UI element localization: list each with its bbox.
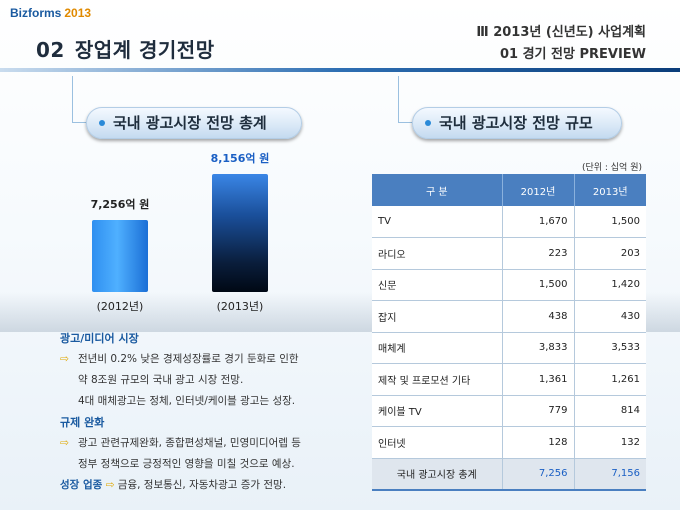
table-cell-2012: 1,670 — [502, 206, 575, 238]
page-title: 02 장업계 경기전망 — [36, 34, 215, 63]
left-panel-title: 국내 광고시장 전망 총계 — [86, 107, 302, 139]
bar-value-label-2013: 8,156억 원 — [210, 152, 270, 165]
table-cell-2013: 1,420 — [574, 269, 646, 301]
table-cell-2013: 1,500 — [574, 206, 646, 238]
table-cell-name: 잡지 — [372, 300, 503, 333]
arrow-right-icon: ⇨ — [60, 353, 69, 365]
table-cell-2012: 223 — [502, 237, 575, 270]
brand-logo: Bizforms 2013 — [10, 6, 91, 20]
guide-line-left-vertical — [72, 76, 73, 122]
bullet-dot-icon — [99, 120, 105, 126]
arrow-right-icon: ⇨ — [105, 479, 115, 491]
description-text: 광고 관련규제완화, 종합편성채널, 민영미디어렙 등 — [78, 437, 301, 449]
table-cell-name: 인터넷 — [372, 426, 503, 459]
table-cell-2012: 438 — [502, 300, 575, 333]
column-header-2012: 2012년 — [502, 174, 575, 206]
table-row: 인터넷 128 132 — [372, 426, 646, 459]
bar-category-label-2013: (2013년) — [216, 300, 264, 313]
header-chapter: Ⅲ 2013년 (신년도) 사업계획 — [476, 25, 646, 40]
bullet-dot-icon — [425, 120, 431, 126]
guide-line-right-horizontal — [398, 122, 412, 123]
description-text: 4대 매체광고는 정체, 인터넷/케이블 광고는 성장. — [78, 395, 296, 407]
page-title-text: 장업계 경기전망 — [74, 38, 215, 62]
table-cell-2013: 1,261 — [574, 363, 646, 396]
brand-name: Bizforms — [10, 6, 62, 20]
table-total-row: 국내 광고시장 총계 7,256 7,156 — [372, 458, 646, 490]
ad-market-table: 구 분 2012년 2013년 TV 1,670 1,500 라디오 223 2… — [372, 174, 646, 490]
table-row: 라디오 223 203 — [372, 237, 646, 270]
brand-year: 2013 — [64, 6, 92, 20]
description-text: 전년비 0.2% 낮은 경제성장률로 경기 둔화로 인한 — [78, 353, 299, 365]
table-row: 제작 및 프로모션 기타 1,361 1,261 — [372, 363, 646, 396]
bar-category-label-2012: (2012년) — [96, 300, 144, 313]
guide-line-left-horizontal — [72, 122, 86, 123]
table-cell-name: 제작 및 프로모션 기타 — [372, 363, 503, 396]
table-row: 잡지 438 430 — [372, 300, 646, 333]
left-panel-title-text: 국내 광고시장 전망 총계 — [113, 114, 267, 132]
table-cell-2012: 128 — [502, 426, 575, 459]
table-header-row: 구 분 2012년 2013년 — [372, 174, 646, 206]
table-cell-name: 신문 — [372, 269, 503, 301]
table-cell-2013: 7,156 — [574, 458, 646, 490]
section-title-media: 광고/미디어 시장 — [60, 332, 139, 345]
bar-2012 — [92, 220, 148, 292]
table-cell-2013: 203 — [574, 237, 646, 270]
table-row: TV 1,670 1,500 — [372, 206, 646, 238]
section-title-regulation: 규제 완화 — [60, 416, 105, 429]
section-title-growth: 성장 업종 — [60, 479, 103, 491]
table-unit-note: (단위 : 십억 원) — [581, 163, 642, 173]
bar-value-label-2012: 7,256억 원 — [90, 198, 150, 211]
table-row: 매체계 3,833 3,533 — [372, 332, 646, 364]
table-cell-2013: 430 — [574, 300, 646, 333]
description-text: 약 8조원 규모의 국내 광고 시장 전망. — [78, 374, 244, 386]
page-number: 02 — [36, 38, 65, 62]
market-description: 광고/미디어 시장 ⇨ 전년비 0.2% 낮은 경제성장률로 경기 둔화로 인한 … — [60, 328, 360, 496]
table-cell-name: 케이블 TV — [372, 395, 503, 427]
description-text: 금융, 정보통신, 자동차광고 증가 전망. — [117, 479, 287, 491]
table-cell-2012: 1,361 — [502, 363, 575, 396]
table-cell-2013: 132 — [574, 426, 646, 459]
table-cell-2012: 1,500 — [502, 269, 575, 301]
description-text: 정부 정책으로 긍정적인 영향을 미칠 것으로 예상. — [78, 458, 295, 470]
table-row: 케이블 TV 779 814 — [372, 395, 646, 427]
table-cell-name: 라디오 — [372, 237, 503, 270]
bar-2013 — [212, 174, 268, 292]
table-bottom-rule — [372, 489, 646, 491]
header-breadcrumb: Ⅲ 2013년 (신년도) 사업계획 01 경기 전망 PREVIEW — [476, 22, 646, 66]
list-item: ⇨ 전년비 0.2% 낮은 경제성장률로 경기 둔화로 인한 — [60, 349, 360, 370]
header-divider — [0, 68, 680, 72]
growth-line: 성장 업종 ⇨ 금융, 정보통신, 자동차광고 증가 전망. — [60, 475, 360, 496]
table-cell-2012: 7,256 — [502, 458, 575, 490]
column-header-2013: 2013년 — [574, 174, 646, 206]
arrow-right-icon: ⇨ — [60, 437, 69, 449]
table-row: 신문 1,500 1,420 — [372, 269, 646, 301]
table-cell-name: 매체계 — [372, 332, 503, 364]
right-panel-title: 국내 광고시장 전망 규모 — [412, 107, 622, 139]
right-panel-title-text: 국내 광고시장 전망 규모 — [439, 114, 593, 132]
column-header-category: 구 분 — [372, 174, 503, 206]
header-section: 01 경기 전망 PREVIEW — [499, 47, 646, 62]
guide-line-right-vertical — [398, 76, 399, 122]
table-cell-name: TV — [372, 206, 503, 238]
list-item: ⇨ 광고 관련규제완화, 종합편성채널, 민영미디어렙 등 — [60, 433, 360, 454]
table-cell-2012: 779 — [502, 395, 575, 427]
table-cell-2013: 3,533 — [574, 332, 646, 364]
table-cell-name: 국내 광고시장 총계 — [372, 458, 503, 490]
table-cell-2012: 3,833 — [502, 332, 575, 364]
table-cell-2013: 814 — [574, 395, 646, 427]
